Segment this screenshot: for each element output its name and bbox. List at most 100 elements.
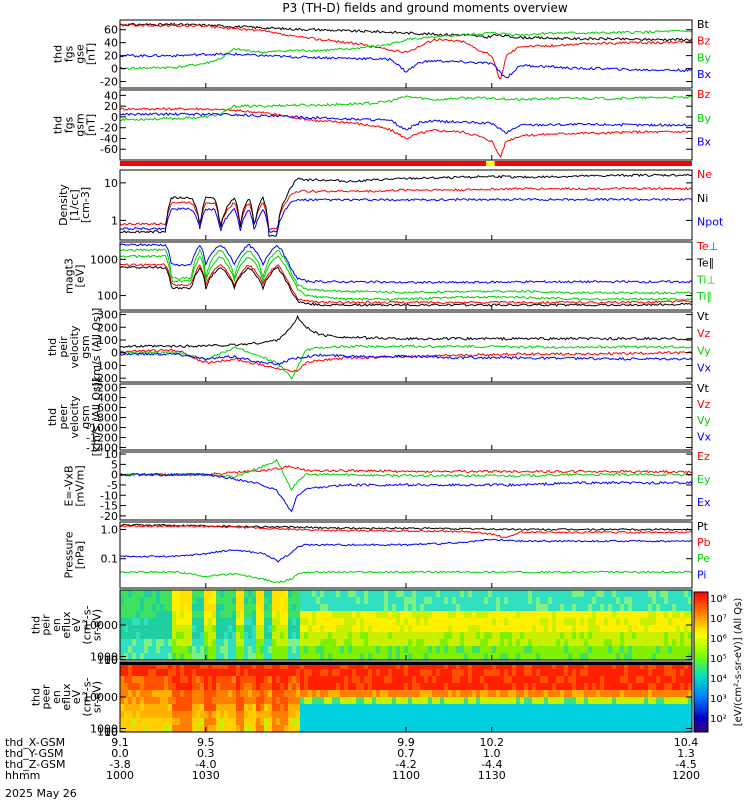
peer_spec-cell bbox=[588, 725, 593, 732]
peir_spec-cell bbox=[544, 590, 549, 598]
peer_spec-cell bbox=[408, 711, 413, 719]
peir_spec-cell bbox=[544, 632, 549, 640]
peir_spec-cell bbox=[676, 597, 681, 605]
peir_spec-cell bbox=[524, 653, 529, 660]
efield-legend-entry: Ey bbox=[697, 473, 711, 486]
peer_spec-cell bbox=[180, 683, 185, 691]
peir_spec-cell bbox=[592, 653, 597, 660]
peir_spec-cell bbox=[668, 604, 673, 612]
peer_spec-cell bbox=[572, 697, 577, 705]
peir_spec-cell bbox=[216, 653, 221, 660]
peer_spec-cell bbox=[320, 662, 325, 670]
peir_spec-cell bbox=[576, 632, 581, 640]
peer_spec-cell bbox=[324, 676, 329, 684]
peir_spec-cell bbox=[240, 646, 245, 654]
peir_spec-cell bbox=[384, 625, 389, 633]
peir_spec-cell bbox=[264, 618, 269, 626]
peir_spec-cell bbox=[560, 646, 565, 654]
peir_spec-cell bbox=[496, 597, 501, 605]
peer_spec-cell bbox=[656, 697, 661, 705]
peir_spec-cell bbox=[180, 653, 185, 660]
peer_spec-cell bbox=[516, 697, 521, 705]
peir_spec-cell bbox=[468, 597, 473, 605]
peer_spec-cell bbox=[584, 718, 589, 726]
peir_spec-cell bbox=[608, 618, 613, 626]
peir_spec-cell bbox=[516, 597, 521, 605]
peer_spec-cell bbox=[292, 662, 297, 670]
xaxis-tick-value: 0.0 bbox=[111, 747, 129, 760]
peir_spec-cell bbox=[268, 618, 273, 626]
peir_spec-cell bbox=[244, 639, 249, 647]
peir_spec-cell bbox=[284, 604, 289, 612]
peir_spec-cell bbox=[344, 604, 349, 612]
peer_spec-cell bbox=[368, 676, 373, 684]
peer_spec-cell bbox=[196, 669, 201, 677]
peir_spec-cell bbox=[528, 611, 533, 619]
peir_spec-cell bbox=[316, 604, 321, 612]
peir_spec-cell bbox=[548, 632, 553, 640]
figure-title: P3 (TH-D) fields and ground moments over… bbox=[282, 1, 567, 15]
peir_spec-cell bbox=[300, 597, 305, 605]
peir_spec-cell bbox=[224, 611, 229, 619]
peir_spec-cell bbox=[380, 597, 385, 605]
peir_spec-cell bbox=[360, 611, 365, 619]
peer_spec-cell bbox=[388, 662, 393, 670]
peir_spec-cell bbox=[664, 590, 669, 598]
peir_spec-cell bbox=[468, 611, 473, 619]
pressure-legend-entry: Pi bbox=[697, 568, 706, 581]
peir_spec-cell bbox=[512, 590, 517, 598]
xaxis-tick-value: 1030 bbox=[192, 769, 220, 782]
peir_spec-cell bbox=[592, 611, 597, 619]
peir_spec-cell bbox=[252, 639, 257, 647]
peir_spec-cell bbox=[656, 646, 661, 654]
peer_spec-cell bbox=[404, 711, 409, 719]
peir_spec-cell bbox=[272, 653, 277, 660]
peer_spec-cell bbox=[136, 725, 141, 732]
peir_spec-cell bbox=[572, 653, 577, 660]
peer_spec-cell bbox=[212, 718, 217, 726]
peir_spec-cell bbox=[484, 632, 489, 640]
peir_spec-cell bbox=[204, 639, 209, 647]
peir_spec-cell bbox=[336, 618, 341, 626]
peir_spec-cell bbox=[372, 604, 377, 612]
peir_spec-cell bbox=[516, 611, 521, 619]
peer_spec-cell bbox=[428, 676, 433, 684]
peer_spec-cell bbox=[208, 711, 213, 719]
peer_spec-cell bbox=[172, 690, 177, 698]
peer_spec-cell bbox=[572, 676, 577, 684]
peir_spec-cell bbox=[224, 618, 229, 626]
peer_spec-cell bbox=[472, 676, 477, 684]
peir_spec-cell bbox=[136, 653, 141, 660]
peir_spec-cell bbox=[632, 618, 637, 626]
peir_spec-cell bbox=[584, 604, 589, 612]
peir_spec-cell bbox=[304, 597, 309, 605]
peir_spec-cell bbox=[396, 639, 401, 647]
peir_spec-cell bbox=[448, 625, 453, 633]
peer_spec-cell bbox=[252, 683, 257, 691]
peer_spec-cell bbox=[380, 725, 385, 732]
peer_spec-cell bbox=[172, 697, 177, 705]
peer_spec-cell bbox=[584, 676, 589, 684]
peer_spec-cell bbox=[408, 669, 413, 677]
peir_spec-cell bbox=[208, 597, 213, 605]
peer_spec-cell bbox=[588, 669, 593, 677]
peer_spec-cell bbox=[612, 676, 617, 684]
peer_spec-cell bbox=[660, 711, 665, 719]
peir_spec-cell bbox=[124, 611, 129, 619]
peir_spec-cell bbox=[504, 632, 509, 640]
peir_spec-cell bbox=[204, 590, 209, 598]
peir_spec-cell bbox=[236, 632, 241, 640]
peer_spec-cell bbox=[512, 711, 517, 719]
peir_spec-cell bbox=[540, 625, 545, 633]
peir_spec-cell bbox=[640, 646, 645, 654]
peir_spec-cell bbox=[496, 632, 501, 640]
peer_spec-cell bbox=[196, 676, 201, 684]
peer_spec-cell bbox=[460, 676, 465, 684]
peer_spec-cell bbox=[380, 704, 385, 712]
peir_spec-cell bbox=[604, 653, 609, 660]
peer_spec-cell bbox=[172, 669, 177, 677]
peer_spec-cell bbox=[368, 718, 373, 726]
peir_spec-cell bbox=[316, 646, 321, 654]
peir_spec-cell bbox=[376, 625, 381, 633]
peer_spec-cell bbox=[196, 683, 201, 691]
